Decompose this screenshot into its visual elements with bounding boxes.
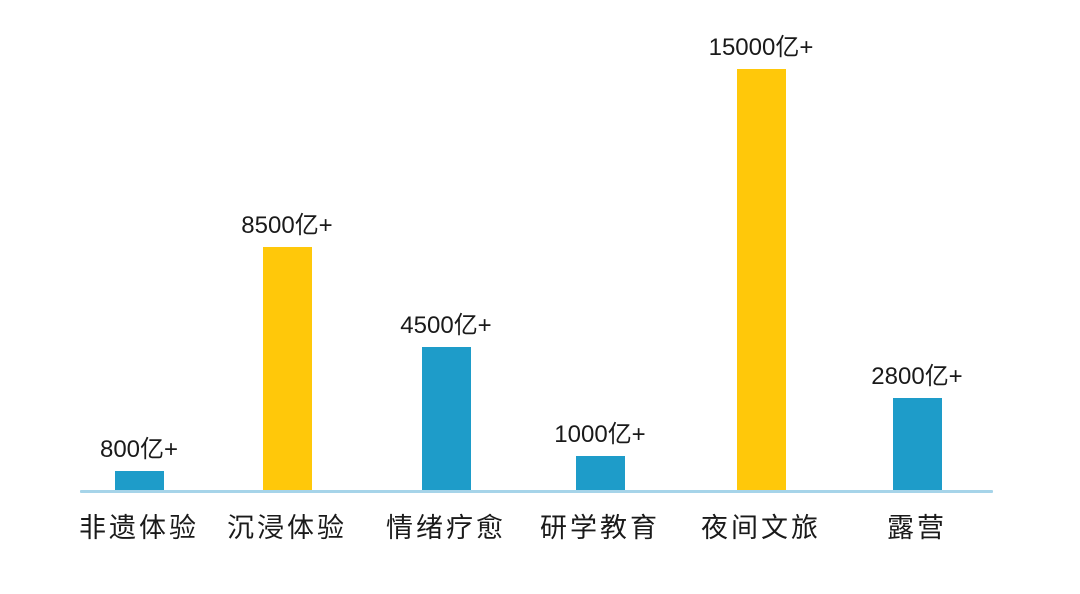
bar-1 — [114, 471, 164, 490]
category-label-1: 非遗体验 — [79, 513, 199, 543]
bar-value-label-4: 1000亿+ — [554, 421, 646, 448]
bar-value-label-6: 2800亿+ — [871, 363, 963, 390]
x-axis-line — [80, 490, 993, 493]
category-label-4: 研学教育 — [540, 513, 660, 543]
category-label-2: 沉浸体验 — [227, 513, 347, 543]
bar-value-label-2: 8500亿+ — [241, 212, 333, 239]
category-label-3: 情绪疗愈 — [386, 513, 506, 543]
bar-3 — [421, 347, 471, 490]
bar-value-label-5: 15000亿+ — [708, 34, 814, 61]
bar-value-label-3: 4500亿+ — [400, 312, 492, 339]
category-label-5: 夜间文旅 — [701, 513, 821, 543]
bar-4 — [575, 456, 625, 490]
bar-5 — [736, 69, 786, 490]
bar-value-label-1: 800亿+ — [99, 436, 179, 463]
category-label-6: 露营 — [887, 513, 947, 543]
bar-2 — [262, 247, 312, 490]
bar-6 — [892, 398, 942, 490]
